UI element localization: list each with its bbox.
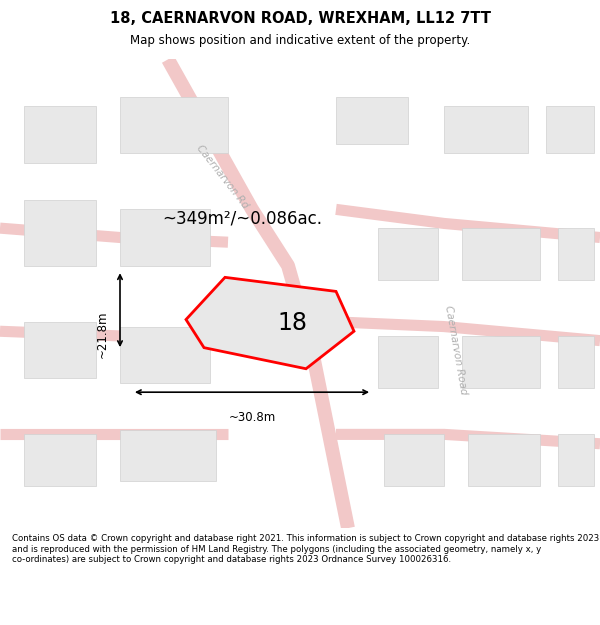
Text: Caernarvon Road: Caernarvon Road	[443, 304, 469, 396]
Polygon shape	[462, 228, 540, 280]
Text: Map shows position and indicative extent of the property.: Map shows position and indicative extent…	[130, 34, 470, 48]
Polygon shape	[378, 228, 438, 280]
Polygon shape	[24, 434, 96, 486]
Polygon shape	[24, 106, 96, 162]
Polygon shape	[462, 336, 540, 388]
Text: 18, CAERNARVON ROAD, WREXHAM, LL12 7TT: 18, CAERNARVON ROAD, WREXHAM, LL12 7TT	[110, 11, 491, 26]
Polygon shape	[384, 434, 444, 486]
Polygon shape	[378, 336, 438, 388]
Text: ~349m²/~0.086ac.: ~349m²/~0.086ac.	[162, 210, 322, 227]
Polygon shape	[444, 106, 528, 153]
Polygon shape	[468, 434, 540, 486]
Text: Contains OS data © Crown copyright and database right 2021. This information is : Contains OS data © Crown copyright and d…	[12, 534, 599, 564]
Text: ~21.8m: ~21.8m	[95, 310, 109, 358]
Polygon shape	[546, 106, 594, 153]
Polygon shape	[24, 200, 96, 266]
Text: 18: 18	[277, 311, 308, 334]
Polygon shape	[120, 97, 228, 153]
Polygon shape	[120, 430, 216, 481]
Polygon shape	[558, 228, 594, 280]
Polygon shape	[336, 97, 408, 144]
Polygon shape	[186, 278, 354, 369]
Text: Caernarvon Rd: Caernarvon Rd	[194, 143, 250, 210]
Text: ~30.8m: ~30.8m	[229, 411, 275, 424]
Polygon shape	[558, 336, 594, 388]
Polygon shape	[24, 322, 96, 378]
Polygon shape	[558, 434, 594, 486]
Polygon shape	[120, 326, 210, 382]
Polygon shape	[120, 209, 210, 266]
